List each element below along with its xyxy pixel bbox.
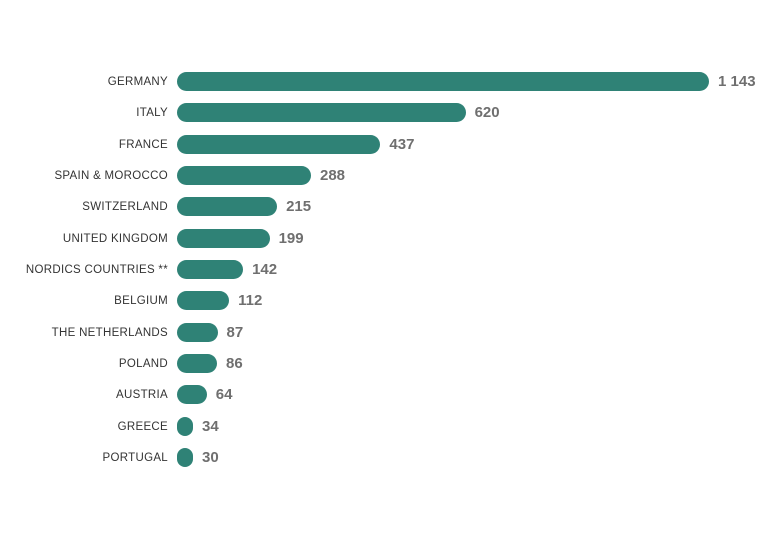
category-label: BELGIUM	[114, 295, 168, 308]
value-label: 30	[202, 449, 219, 466]
category-label: SPAIN & MOROCCO	[54, 170, 168, 182]
bar-row: GREECE 34	[0, 416, 778, 437]
bar	[177, 103, 466, 123]
bar	[177, 416, 193, 436]
value-label: 34	[202, 417, 219, 435]
bar-row: AUSTRIA 64	[0, 385, 778, 405]
bar	[177, 385, 207, 405]
value-label: 437	[389, 135, 415, 153]
category-label: UNITED KINGDOM	[62, 232, 168, 245]
bar-row: PORTUGAL 30	[0, 448, 778, 468]
value-label: 142	[252, 261, 278, 278]
bar-row: SWITZERLAND 215	[0, 197, 778, 217]
bar-row: FRANCE 437	[0, 134, 778, 155]
value-label: 215	[286, 198, 312, 216]
value-label: 87	[226, 323, 244, 341]
category-label: SWITZERLAND	[82, 201, 168, 214]
bar-row: GERMANY 1 143	[0, 72, 778, 92]
bar-row: SPAIN & MOROCCO 288	[0, 166, 778, 186]
bar	[177, 354, 217, 373]
category-label: GERMANY	[107, 76, 168, 88]
value-label: 1 143	[718, 73, 756, 90]
bar-row: UNITED KINGDOM 199	[0, 228, 778, 249]
bar	[177, 166, 311, 185]
category-label: NORDICS COUNTRIES **	[25, 264, 168, 276]
category-label: THE NETHERLANDS	[51, 326, 168, 339]
bar	[177, 448, 193, 467]
value-label: 199	[278, 229, 304, 247]
value-label: 86	[226, 355, 243, 372]
bar-row: ITALY 620	[0, 103, 778, 123]
bar	[177, 72, 709, 91]
bar	[177, 134, 381, 154]
category-label: GREECE	[117, 420, 168, 433]
value-label: 64	[215, 386, 233, 404]
bar-row: NORDICS COUNTRIES ** 142	[0, 260, 778, 280]
category-label: ITALY	[136, 107, 168, 120]
bar-row: POLAND 86	[0, 354, 778, 374]
category-label: AUSTRIA	[116, 389, 168, 402]
bar	[177, 260, 244, 279]
bar-row: BELGIUM 112	[0, 291, 778, 311]
category-label: POLAND	[118, 358, 168, 370]
category-label: FRANCE	[118, 138, 168, 151]
value-label: 112	[238, 292, 263, 310]
bar-row: THE NETHERLANDS 87	[0, 322, 778, 343]
value-label: 620	[474, 104, 500, 122]
bar	[177, 322, 218, 342]
category-label: PORTUGAL	[102, 452, 168, 464]
bar	[177, 228, 270, 248]
value-label: 288	[320, 167, 346, 184]
bar	[177, 291, 230, 311]
bar	[177, 197, 278, 217]
